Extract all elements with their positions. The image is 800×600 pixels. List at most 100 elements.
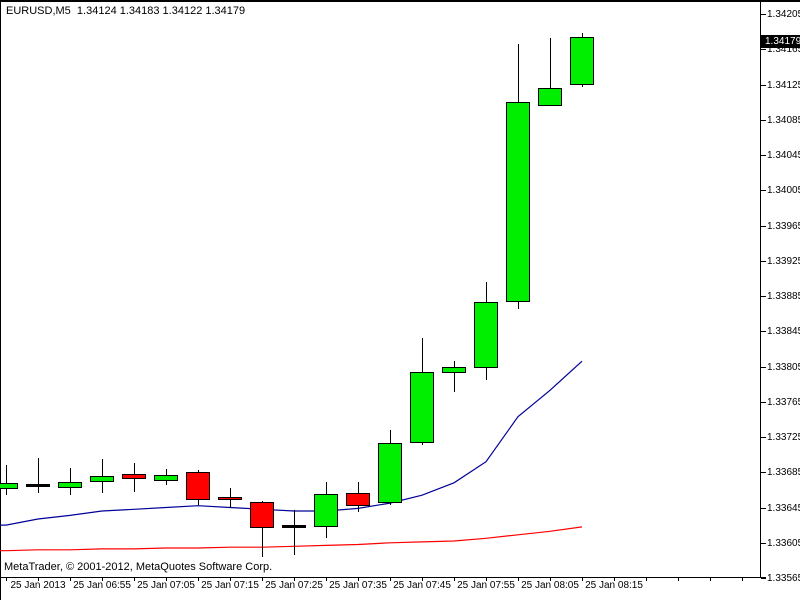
candle-06:55 xyxy=(90,475,114,482)
price-axis-tick xyxy=(761,366,766,368)
price-axis-label: 1.34125 xyxy=(767,79,800,91)
candle-08:10 xyxy=(570,36,594,86)
price-axis-label: 1.33845 xyxy=(767,326,800,338)
time-axis-tick xyxy=(102,577,103,581)
price-axis-label: 1.33925 xyxy=(767,255,800,267)
time-axis-tick xyxy=(134,577,135,581)
time-axis-tick xyxy=(70,577,71,581)
price-axis-tick xyxy=(761,14,766,15)
time-axis-label: 25 Jan 07:25 xyxy=(265,580,323,591)
ma-slow-red-line xyxy=(0,526,583,552)
current-price-marker: 1.34179 xyxy=(761,34,800,48)
candle-wick-07:50 xyxy=(454,361,455,393)
price-axis-tick xyxy=(761,119,766,121)
candle-wick-06:40 xyxy=(6,465,7,496)
price-axis-tick xyxy=(761,296,766,297)
time-axis-tick xyxy=(486,577,487,581)
candle-08:00 xyxy=(506,102,530,303)
price-axis-label: 1.34085 xyxy=(767,114,800,126)
candle-wick-07:25 xyxy=(294,510,295,556)
candle-06:40 xyxy=(0,482,18,489)
candle-07:25 xyxy=(282,525,306,528)
price-axis-label: 1.34045 xyxy=(767,150,800,161)
price-axis-tick xyxy=(761,401,766,403)
time-axis-tick xyxy=(518,577,519,581)
time-axis-tick xyxy=(582,577,583,581)
time-axis-tick xyxy=(38,577,39,581)
time-axis-line xyxy=(0,577,766,578)
price-axis-tick xyxy=(761,542,766,544)
time-axis-tick xyxy=(166,577,167,581)
price-axis-label: 1.33685 xyxy=(767,467,800,479)
time-axis-label: 25 Jan 08:05 xyxy=(521,580,579,591)
price-axis-label: 1.33805 xyxy=(767,361,800,373)
price-axis-label: 1.33765 xyxy=(767,396,800,408)
price-axis-tick xyxy=(761,437,766,438)
price-axis-label: 1.34005 xyxy=(767,185,800,197)
price-axis-tick xyxy=(761,190,766,192)
chart-header: EURUSD,M5 1.34124 1.34183 1.34122 1.3417… xyxy=(6,5,245,17)
candle-07:30 xyxy=(314,494,338,527)
candle-07:35 xyxy=(346,493,370,506)
price-axis-tick xyxy=(761,578,766,579)
symbol-period-label: EURUSD,M5 xyxy=(6,5,71,17)
price-axis-tick xyxy=(761,155,766,156)
time-axis-label: 25 Jan 06:55 xyxy=(73,580,131,591)
candle-06:45 xyxy=(26,483,50,487)
time-axis-tick xyxy=(262,577,263,581)
price-axis-label: 1.33605 xyxy=(767,537,800,549)
candle-wick-07:20 xyxy=(262,501,263,557)
candle-wick-06:50 xyxy=(70,467,71,496)
candle-07:15 xyxy=(218,496,242,501)
candle-07:40 xyxy=(378,443,402,504)
time-axis-tick xyxy=(294,577,295,581)
candle-07:00 xyxy=(122,474,146,480)
candle-07:45 xyxy=(410,371,434,444)
candle-07:55 xyxy=(474,302,498,369)
time-axis-tick xyxy=(422,577,423,581)
time-axis-label: 25 Jan 07:45 xyxy=(393,580,451,591)
price-axis-label: 1.33725 xyxy=(767,432,800,443)
time-axis-tick xyxy=(710,577,711,581)
price-axis-label: 1.33965 xyxy=(767,220,800,232)
price-axis-tick xyxy=(761,472,766,474)
time-axis-tick xyxy=(742,577,743,581)
window-left-border xyxy=(0,0,1,600)
ma-lines-layer xyxy=(0,360,583,552)
candle-07:20 xyxy=(250,502,274,528)
time-axis-tick xyxy=(198,577,199,581)
ohlc-quote-label: 1.34124 1.34183 1.34122 1.34179 xyxy=(76,5,246,17)
price-axis-label: 1.33885 xyxy=(767,291,800,302)
time-axis-label: 25 Jan 07:15 xyxy=(201,580,259,591)
price-axis-tick xyxy=(761,225,766,227)
candle-08:05 xyxy=(538,88,562,106)
time-axis-tick xyxy=(6,577,7,581)
price-axis-tick xyxy=(761,260,766,262)
price-axis-tick xyxy=(761,49,766,51)
price-axis-label: 1.33565 xyxy=(767,573,800,584)
candle-07:10 xyxy=(186,472,210,501)
time-axis-label: 25 Jan 08:15 xyxy=(585,580,643,591)
candle-07:50 xyxy=(442,366,466,373)
time-axis-label: 25 Jan 07:55 xyxy=(457,580,515,591)
price-axis-line xyxy=(760,0,761,578)
time-axis-tick xyxy=(326,577,327,581)
time-axis-tick xyxy=(230,577,231,581)
candle-06:50 xyxy=(58,481,82,489)
price-axis-tick xyxy=(761,84,766,86)
time-axis-tick xyxy=(550,577,551,581)
price-axis-label: 1.34165 xyxy=(767,44,800,56)
candle-wick-06:45 xyxy=(38,458,39,494)
window-top-border xyxy=(0,0,800,2)
time-axis-tick xyxy=(454,577,455,581)
price-axis-tick xyxy=(761,331,766,333)
footer-credit: MetaTrader, © 2001-2012, MetaQuotes Soft… xyxy=(4,561,273,573)
chart-plot-area[interactable] xyxy=(0,0,760,577)
time-axis-tick xyxy=(614,577,615,581)
price-axis-tick xyxy=(761,507,766,509)
time-axis-tick xyxy=(358,577,359,581)
time-axis-label: 25 Jan 07:35 xyxy=(329,580,387,591)
price-axis-label: 1.34205 xyxy=(767,9,800,20)
price-axis-label: 1.33645 xyxy=(767,502,800,514)
